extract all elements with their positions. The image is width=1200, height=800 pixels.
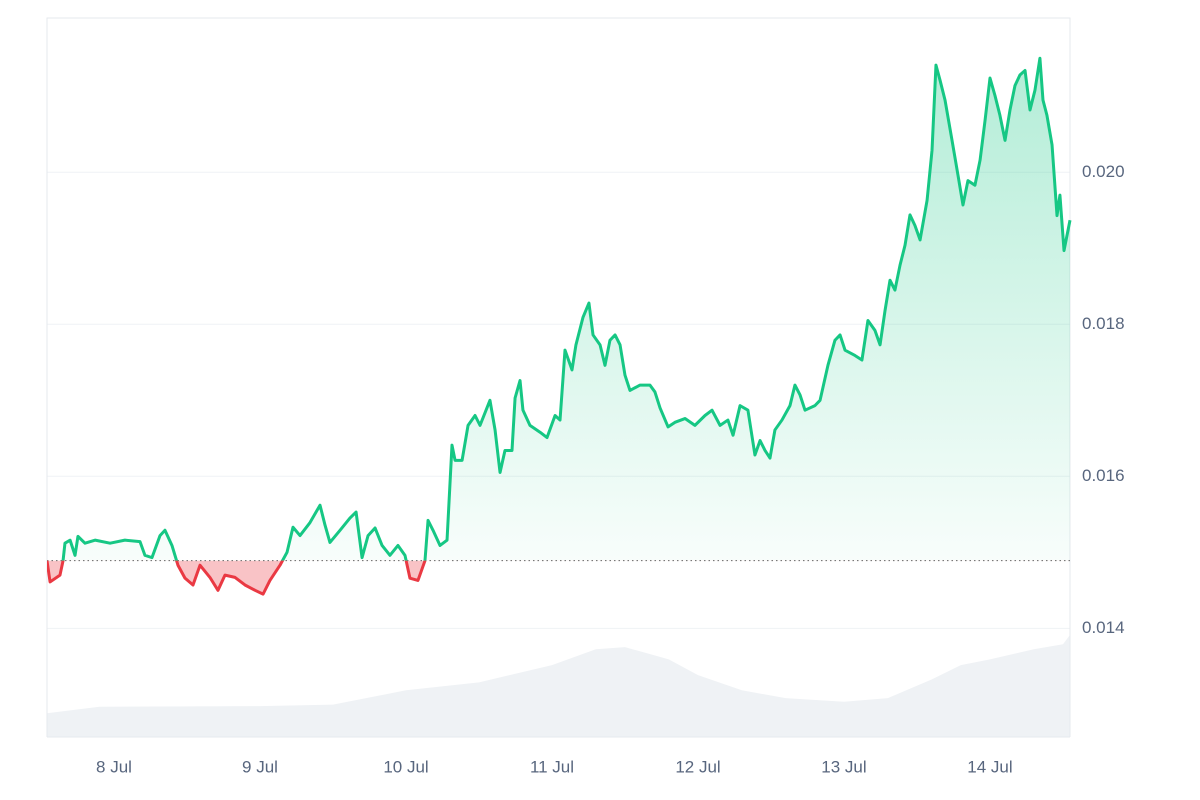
- y-tick-label: 0.014: [1082, 618, 1125, 637]
- x-tick-label: 8 Jul: [96, 757, 132, 776]
- x-tick-label: 10 Jul: [383, 757, 428, 776]
- y-tick-label: 0.016: [1082, 466, 1125, 485]
- volume-area: [47, 634, 1070, 737]
- y-tick-label: 0.018: [1082, 314, 1125, 333]
- x-tick-label: 13 Jul: [821, 757, 866, 776]
- price-line-up: [47, 56, 1072, 561]
- price-line-down: [47, 560, 427, 596]
- x-tick-label: 12 Jul: [675, 757, 720, 776]
- x-tick-label: 14 Jul: [967, 757, 1012, 776]
- x-tick-label: 11 Jul: [530, 757, 574, 776]
- y-tick-label: 0.020: [1082, 162, 1125, 181]
- x-tick-label: 9 Jul: [242, 757, 278, 776]
- area-up: [47, 58, 1070, 561]
